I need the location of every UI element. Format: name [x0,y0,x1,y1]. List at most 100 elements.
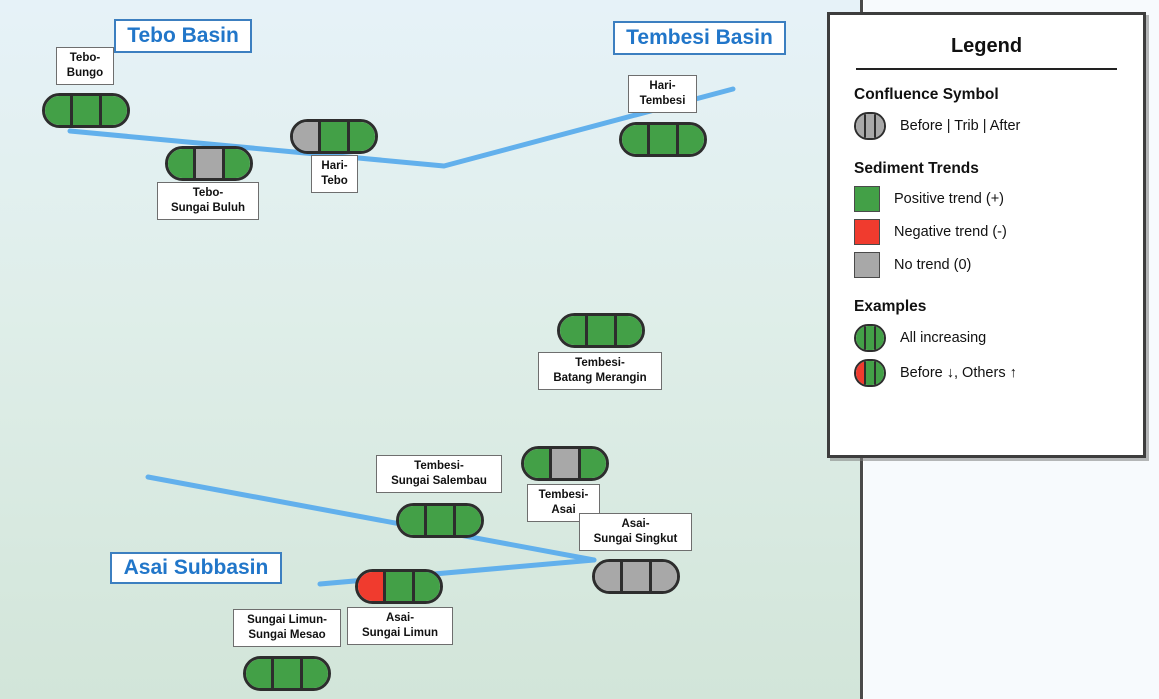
trend-segment-positive [876,361,884,385]
all-increasing-example-label: All increasing [900,330,987,346]
trend-segment-positive [70,96,102,125]
trend-segment-neutral [549,449,581,478]
trend-segment-positive [168,149,194,178]
before-down-example-label: Before ↓, Others ↑ [900,365,1017,381]
legend-example-row: Before ↓, Others ↑ [854,359,1119,387]
legend-confluence-heading: Confluence Symbol [854,86,999,103]
basin-label: Asai Subbasin [110,552,282,584]
station-pill [557,313,645,348]
station-label-line: Batang Merangin [553,371,647,384]
legend-trend-row: Positive trend (+) [854,186,1119,212]
trend-segment-positive [647,125,679,154]
trend-segment-positive [560,316,586,345]
trend-segment-negative [358,572,384,601]
trend-segment-positive [856,326,864,350]
station-pill [243,656,331,691]
station-label: Tembesi- Batang Merangin [538,352,662,390]
station-pill [396,503,484,538]
station-label: Tebo- Bungo [56,47,114,85]
legend-confluence-row: Before | Trib | After [854,112,1119,140]
trend-segment-neutral [193,149,225,178]
no-trend-label: No trend (0) [894,257,972,273]
before-down-example-icon [854,359,886,387]
positive-trend-swatch [854,186,880,212]
trend-segment-positive [585,316,617,345]
station-pill [619,122,707,157]
negative-trend-label: Negative trend (-) [894,224,1007,240]
legend-confluence-caption: Before | Trib | After [900,118,1021,134]
trend-segment-neutral [595,562,621,591]
confluence-symbol-icon [854,112,886,140]
station-label-line: Asai- [385,612,415,624]
station-pill [165,146,253,181]
station-label: Hari- Tebo [311,155,358,193]
station-label: Sungai Limun- Sungai Mesao [233,609,341,647]
tebo-hari-river [67,86,736,169]
trend-segment-positive [271,659,303,688]
trend-segment-positive [383,572,415,601]
negative-trend-swatch [854,219,880,245]
trend-segment-neutral [620,562,652,591]
station-label: Tebo- Sungai Buluh [157,182,259,220]
station-label-line: Tembesi- [538,489,589,501]
legend-example-row: All increasing [854,324,1119,352]
trend-segment-positive [580,449,606,478]
station-label: Asai- Sungai Limun [347,607,453,645]
trend-segment-positive [224,149,250,178]
trend-segment-neutral [876,114,884,138]
trend-segment-positive [302,659,328,688]
trend-segment-positive [864,361,876,385]
station-label-line: Hari- [649,80,676,92]
trend-segment-positive [101,96,127,125]
station-label-line: Sungai Limun [361,626,439,639]
station-label-line: Tembesi- [575,357,625,369]
station-label: Tembesi- Sungai Salembau [376,455,502,493]
station-label: Asai- Sungai Singkut [579,513,692,551]
legend-panel: Legend Confluence Symbol Before | Trib |… [827,12,1146,458]
basin-label: Tebo Basin [114,19,252,53]
basin-label: Tembesi Basin [613,21,786,55]
all-increasing-example-icon [854,324,886,352]
trend-segment-neutral [864,114,876,138]
trend-segment-neutral [651,562,677,591]
trend-segment-positive [424,506,456,535]
station-label-line: Tebo- [69,52,101,64]
trend-segment-positive [678,125,704,154]
legend-separator [856,68,1117,70]
no-trend-swatch [854,252,880,278]
station-label-line: Sungai Salembau [391,474,487,487]
station-label: Hari- Tembesi [628,75,697,113]
trend-segment-positive [455,506,481,535]
legend-examples-heading: Examples [854,298,927,315]
trend-segment-neutral [856,114,864,138]
station-label-line: Sungai Singkut [593,532,678,545]
station-pill [290,119,378,154]
trend-segment-neutral [293,122,319,151]
station-pill [42,93,130,128]
legend-trend-row: No trend (0) [854,252,1119,278]
station-label-line: Hari- [321,160,348,172]
station-label-line: Tembesi- [414,460,464,472]
station-pill [355,569,443,604]
station-label-line: Tembesi [639,94,686,107]
trend-segment-positive [622,125,648,154]
station-pill [521,446,609,481]
station-pill [592,559,680,594]
station-label-line: Tebo- [192,187,224,199]
station-label-line: Sungai Limun- [247,614,327,626]
trend-segment-positive [876,326,884,350]
trend-segment-positive [414,572,440,601]
trend-segment-positive [349,122,375,151]
trend-segment-positive [318,122,350,151]
station-label-line: Asai [551,503,576,516]
trend-segment-positive [864,326,876,350]
trend-segment-positive [45,96,71,125]
station-label-line: Bungo [66,66,104,79]
station-label-line: Tebo [321,174,348,187]
trend-segment-positive [399,506,425,535]
trend-segment-positive [246,659,272,688]
station-label: Tembesi- Asai [527,484,600,522]
station-label-line: Sungai Buluh [170,201,246,214]
legend-trend-row: Negative trend (-) [854,219,1119,245]
